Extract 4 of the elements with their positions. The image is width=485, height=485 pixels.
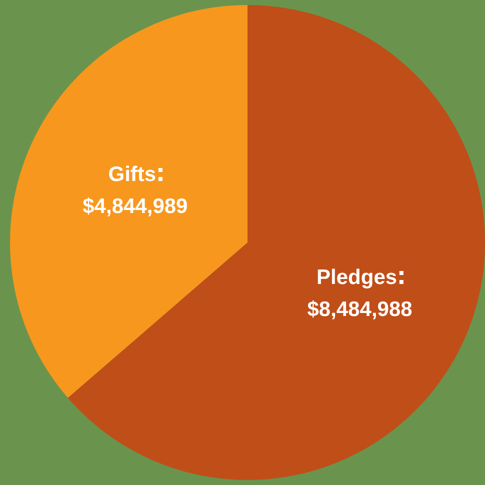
data-label: $8,484,988 bbox=[307, 298, 412, 321]
slice-label: Gifts bbox=[108, 163, 156, 186]
data-label: $4,844,989 bbox=[82, 195, 188, 218]
slice-label: Pledges bbox=[316, 266, 398, 289]
